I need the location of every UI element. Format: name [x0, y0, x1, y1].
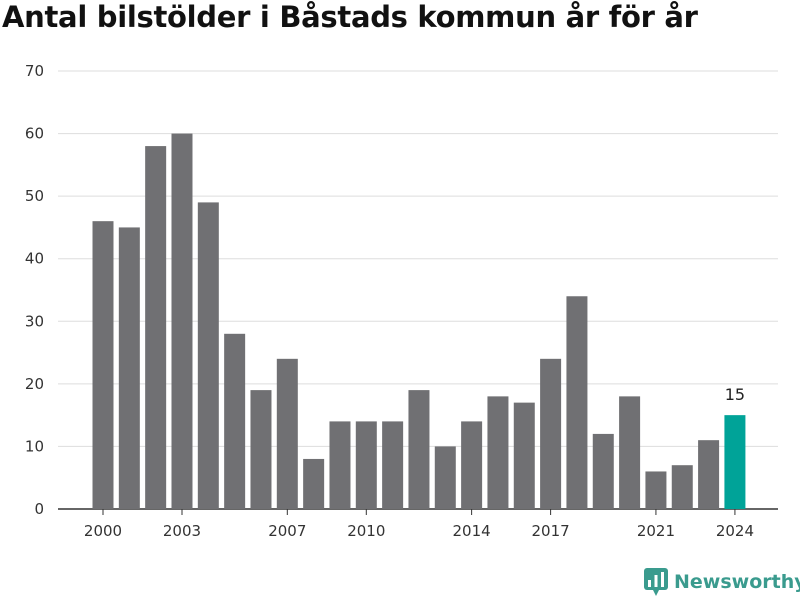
bar-2004 [197, 202, 219, 509]
bar-2001 [118, 227, 140, 509]
bar-2017 [540, 358, 562, 509]
bar-2009 [329, 421, 351, 509]
brand-name: Newsworthy [674, 571, 800, 593]
bar-2013 [434, 446, 456, 509]
x-tick-label: 2021 [637, 522, 675, 540]
y-tick-label: 10 [25, 437, 44, 455]
bar-2008 [303, 458, 325, 509]
y-tick-label: 50 [25, 187, 44, 205]
x-tick-label: 2000 [84, 522, 122, 540]
bar-2010 [355, 421, 377, 509]
bar-2022 [671, 465, 693, 509]
bar-2014 [461, 421, 483, 509]
data-label-2024: 15 [725, 385, 745, 404]
x-tick-label: 2014 [453, 522, 491, 540]
y-tick-label: 0 [34, 500, 44, 518]
y-tick-label: 40 [25, 250, 44, 268]
bar-chart-logo-icon [644, 568, 668, 596]
bar-2024 [724, 415, 746, 509]
y-tick-label: 60 [25, 125, 44, 143]
y-tick-label: 70 [25, 62, 44, 80]
bar-2011 [382, 421, 404, 509]
chart-title: Antal bilstölder i Båstads kommun år för… [2, 0, 698, 34]
brand-logo: Newsworthy [644, 568, 800, 596]
bar-2007 [276, 358, 298, 509]
bar-2016 [513, 402, 535, 509]
bar-2023 [698, 440, 720, 509]
x-axis-ticks: 2000 2003 2007 2010 2014 2017 2021 2024 [84, 509, 754, 540]
x-tick-label: 2010 [347, 522, 385, 540]
bar-2006 [250, 390, 272, 509]
x-tick-label: 2024 [716, 522, 754, 540]
bar-2015 [487, 396, 509, 509]
bar-2020 [619, 396, 641, 509]
y-tick-label: 20 [25, 375, 44, 393]
bar-2005 [224, 333, 246, 509]
bar-2000 [92, 221, 114, 509]
data-labels: 15 [725, 385, 745, 404]
bar-2002 [145, 146, 167, 510]
x-tick-label: 2017 [532, 522, 570, 540]
y-axis-ticks: 0 10 20 30 40 50 60 70 [25, 62, 44, 518]
y-tick-label: 30 [25, 312, 44, 330]
bar-2003 [171, 133, 193, 510]
bar-2012 [408, 390, 430, 509]
bar-2018 [566, 296, 588, 509]
x-tick-label: 2007 [268, 522, 306, 540]
bars [92, 133, 746, 510]
bar-2021 [645, 471, 667, 509]
x-tick-label: 2003 [163, 522, 201, 540]
bar-2019 [592, 433, 614, 509]
